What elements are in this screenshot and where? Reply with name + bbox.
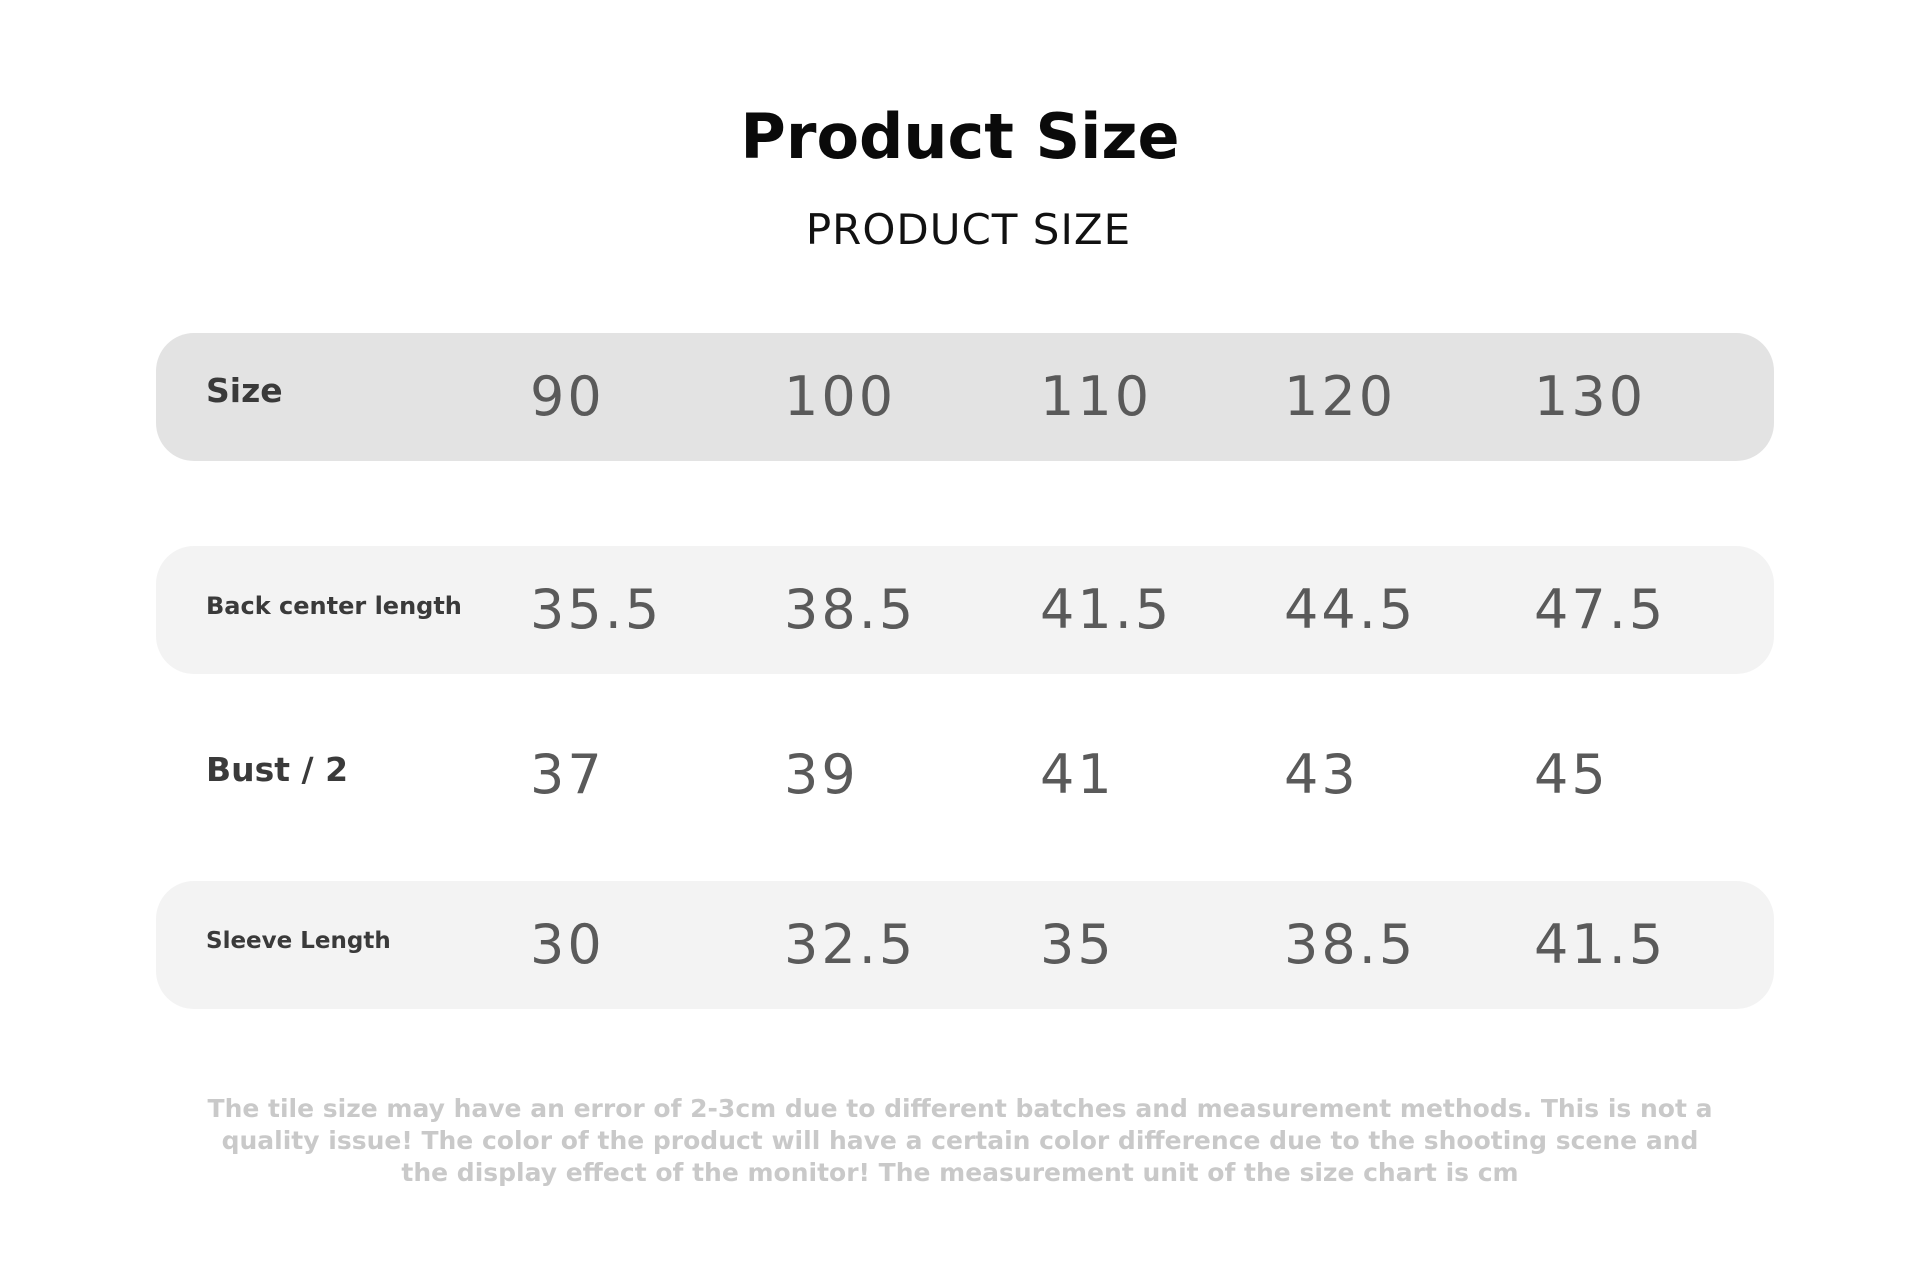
page-title: Product Size — [740, 100, 1180, 173]
table-cell: 30 — [530, 913, 605, 976]
table-row-back-center-length: Back center length 35.5 38.5 41.5 44.5 4… — [156, 546, 1774, 674]
row-label-back-center-length: Back center length — [206, 592, 462, 620]
measurement-disclaimer: The tile size may have an error of 2-3cm… — [207, 1094, 1713, 1187]
table-cell: 35 — [1040, 913, 1115, 976]
table-cell: 45 — [1534, 743, 1609, 806]
table-cell: 39 — [784, 743, 859, 806]
size-value: 90 — [530, 365, 605, 428]
table-cell: 35.5 — [530, 578, 663, 641]
row-label-sleeve-length: Sleeve Length — [206, 928, 391, 954]
table-row-bust: Bust / 2 37 39 41 43 45 — [156, 711, 1774, 839]
table-cell: 43 — [1284, 743, 1359, 806]
table-cell: 41 — [1040, 743, 1115, 806]
table-cell: 41.5 — [1040, 578, 1173, 641]
row-label-size: Size — [206, 371, 283, 410]
page-subtitle: PRODUCT SIZE — [805, 205, 1132, 254]
size-value: 100 — [784, 365, 897, 428]
table-cell: 47.5 — [1534, 578, 1667, 641]
table-cell: 41.5 — [1534, 913, 1667, 976]
table-row-sleeve-length: Sleeve Length 30 32.5 35 38.5 41.5 — [156, 881, 1774, 1009]
table-cell: 44.5 — [1284, 578, 1417, 641]
table-cell: 38.5 — [1284, 913, 1417, 976]
row-label-bust: Bust / 2 — [206, 750, 349, 789]
size-value: 130 — [1534, 365, 1647, 428]
table-header-row: Size 90 100 110 120 130 — [156, 333, 1774, 461]
table-cell: 37 — [530, 743, 605, 806]
size-value: 120 — [1284, 365, 1397, 428]
table-cell: 38.5 — [784, 578, 917, 641]
size-value: 110 — [1040, 365, 1153, 428]
table-cell: 32.5 — [784, 913, 917, 976]
